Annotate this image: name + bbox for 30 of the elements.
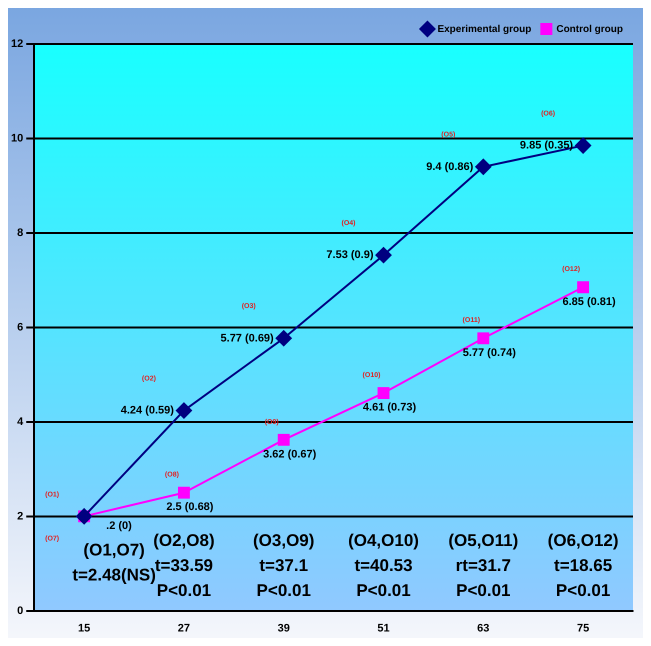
data-label: 5.77 (0.69) xyxy=(220,332,274,344)
y-tick-label: 6 xyxy=(17,321,24,334)
y-tick-label: 10 xyxy=(10,132,24,144)
data-label: .2 (0) xyxy=(106,520,132,532)
y-tick-label: 0 xyxy=(17,604,24,617)
x-tick-label: 63 xyxy=(477,622,490,634)
annotation: (O5,O11) rt=31.7 P<0.01 xyxy=(448,531,518,600)
data-label: 6.85 (0.81) xyxy=(562,296,616,308)
data-label: 9.4 (0.86) xyxy=(426,160,474,173)
x-tick-label: 75 xyxy=(576,622,590,634)
data-label: 4.61 (0.73) xyxy=(362,402,416,414)
data-label: 7.53 (0.9) xyxy=(326,249,374,262)
y-tick-label: 2 xyxy=(17,510,24,522)
annotation: (O6,O12) t=18.65 P<0.01 xyxy=(548,531,619,600)
x-tick-label: 15 xyxy=(78,622,90,634)
legend-label: Experimental group xyxy=(437,24,532,35)
data-label: 2.5 (0.68) xyxy=(166,501,214,514)
data-label: 5.77 (0.74) xyxy=(462,346,516,359)
annotation: (O4,O10) t=40.53 P<0.01 xyxy=(348,531,419,600)
annotation: (O3,O9) t=37.1 P<0.01 xyxy=(253,531,314,600)
y-tick-label: 8 xyxy=(17,226,24,239)
data-label: 3.62 (0.67) xyxy=(263,448,317,460)
x-tick-label: 27 xyxy=(178,622,190,634)
y-tick-label: 12 xyxy=(10,38,24,50)
data-label: 9.85 (0.35) xyxy=(520,140,574,152)
y-tick-label: 4 xyxy=(17,416,24,428)
x-tick-label: 51 xyxy=(377,622,390,634)
legend-label: Control group xyxy=(556,24,624,35)
data-label: 4.24 (0.59) xyxy=(120,404,174,417)
x-tick-label: 39 xyxy=(278,622,290,634)
